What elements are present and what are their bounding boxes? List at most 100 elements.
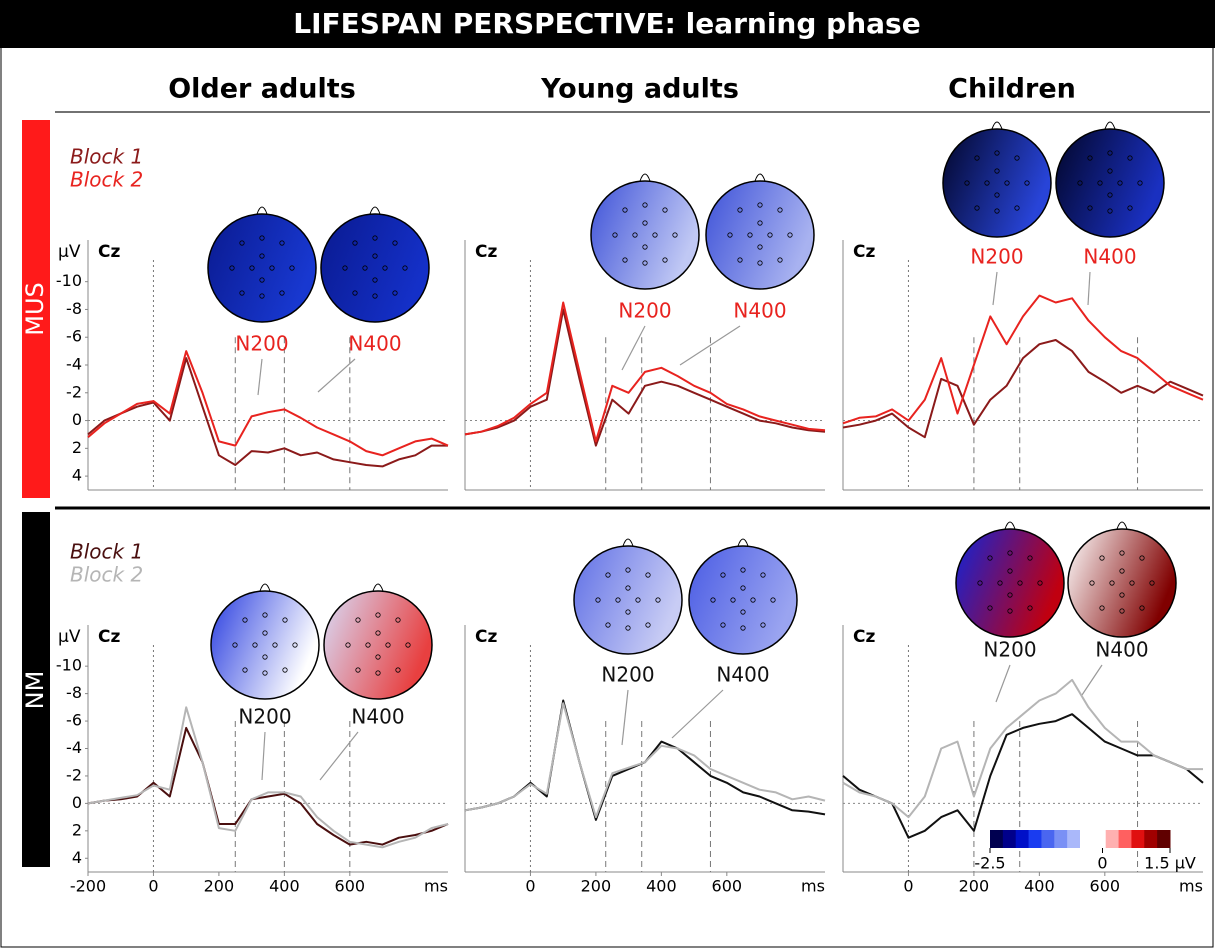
- leader-line: [1087, 271, 1091, 306]
- colorbar-swatch: [1118, 830, 1132, 848]
- colorbar-swatch: [1067, 830, 1081, 848]
- electrode: [740, 625, 746, 631]
- electrode: [737, 207, 743, 213]
- electrode: [750, 597, 756, 603]
- topomap: [1067, 528, 1177, 638]
- electrode: [352, 240, 358, 246]
- y-tick-label: -8: [66, 683, 82, 702]
- electrode: [1024, 180, 1030, 186]
- electrode: [355, 667, 361, 673]
- electrode: [1014, 155, 1020, 161]
- y-tick-label: -6: [66, 711, 82, 730]
- electrode: [249, 265, 255, 271]
- leader-line: [257, 358, 263, 396]
- leader-line: [679, 325, 741, 366]
- electrode: [622, 207, 628, 213]
- topomap-nose: [256, 206, 268, 215]
- electrode: [342, 265, 348, 271]
- electrode: [375, 612, 381, 618]
- electrode: [1007, 608, 1013, 614]
- column-header: Young adults: [540, 74, 739, 105]
- electrode: [262, 670, 268, 676]
- electrode: [1127, 155, 1133, 161]
- electrode: [372, 253, 378, 259]
- x-tick-label: 600: [335, 877, 366, 896]
- electrode: [365, 642, 371, 648]
- electrode: [605, 572, 611, 578]
- electrode: [655, 597, 661, 603]
- y-tick-label: -2: [66, 382, 82, 401]
- electrode: [987, 555, 993, 561]
- electrode: [1119, 568, 1125, 574]
- colorbar-swatch: [1144, 830, 1158, 848]
- row-label: NM: [21, 671, 49, 710]
- colorbar-swatch: [1054, 830, 1068, 848]
- topomap-nose: [991, 121, 1003, 130]
- electrode: [994, 192, 1000, 198]
- electrode: [1107, 168, 1113, 174]
- electrode: [395, 617, 401, 623]
- electrode: [1099, 605, 1105, 611]
- electrode: [987, 605, 993, 611]
- electrode: [375, 630, 381, 636]
- electrode: [642, 220, 648, 226]
- electrode: [262, 630, 268, 636]
- colorbar-tick-label: 1.5 µV: [1144, 854, 1196, 873]
- electrode-label: Cz: [853, 242, 875, 262]
- topomap: [942, 128, 1052, 238]
- electrode: [994, 150, 1000, 156]
- electrode: [710, 597, 716, 603]
- component-label: N200: [235, 332, 288, 356]
- y-axis-label: μV: [58, 242, 81, 262]
- electrode: [355, 617, 361, 623]
- electrode: [757, 244, 763, 250]
- electrode: [402, 265, 408, 271]
- electrode: [1119, 592, 1125, 598]
- electrode: [372, 277, 378, 283]
- y-tick-label: -10: [56, 656, 82, 675]
- electrode: [1087, 155, 1093, 161]
- colorbar-swatch: [1028, 830, 1042, 848]
- x-tick-label: 0: [525, 877, 535, 896]
- electrode: [385, 642, 391, 648]
- electrode: [635, 597, 641, 603]
- y-tick-label: 4: [72, 848, 82, 867]
- electrode: [282, 617, 288, 623]
- electrode: [612, 232, 618, 238]
- topomap: [1055, 128, 1165, 238]
- legend-entry: Block 1: [70, 540, 143, 564]
- electrode: [1107, 208, 1113, 214]
- electrode: [292, 642, 298, 648]
- x-tick-label: 200: [204, 877, 235, 896]
- electrode: [395, 667, 401, 673]
- topomap: [590, 180, 700, 290]
- electrode: [720, 572, 726, 578]
- colorbar-tick-label: 0: [1097, 854, 1107, 873]
- x-tick-label: 400: [269, 877, 300, 896]
- x-tick-label: 200: [959, 877, 990, 896]
- leader-line: [1081, 664, 1103, 696]
- topomap: [323, 590, 433, 700]
- electrode: [232, 642, 238, 648]
- x-tick-label: -200: [70, 877, 106, 896]
- column-header: Older adults: [168, 74, 356, 105]
- component-label: N200: [983, 638, 1036, 662]
- y-tick-label: -10: [56, 271, 82, 290]
- colorbar-swatch: [1015, 830, 1030, 848]
- y-tick-label: -8: [66, 299, 82, 318]
- electrode: [740, 585, 746, 591]
- y-tick-label: -4: [66, 355, 82, 374]
- component-label: N400: [1083, 245, 1136, 269]
- electrode: [1099, 555, 1105, 561]
- electrode: [767, 232, 773, 238]
- electrode: [1007, 550, 1013, 556]
- topomap: [705, 180, 815, 290]
- y-tick-label: 4: [72, 466, 82, 485]
- waveform: [87, 350, 449, 457]
- waveform: [842, 294, 1204, 425]
- electrode: [289, 265, 295, 271]
- waveform: [464, 301, 826, 443]
- electrode: [1127, 205, 1133, 211]
- x-tick-label: 400: [1024, 877, 1055, 896]
- electrode: [642, 202, 648, 208]
